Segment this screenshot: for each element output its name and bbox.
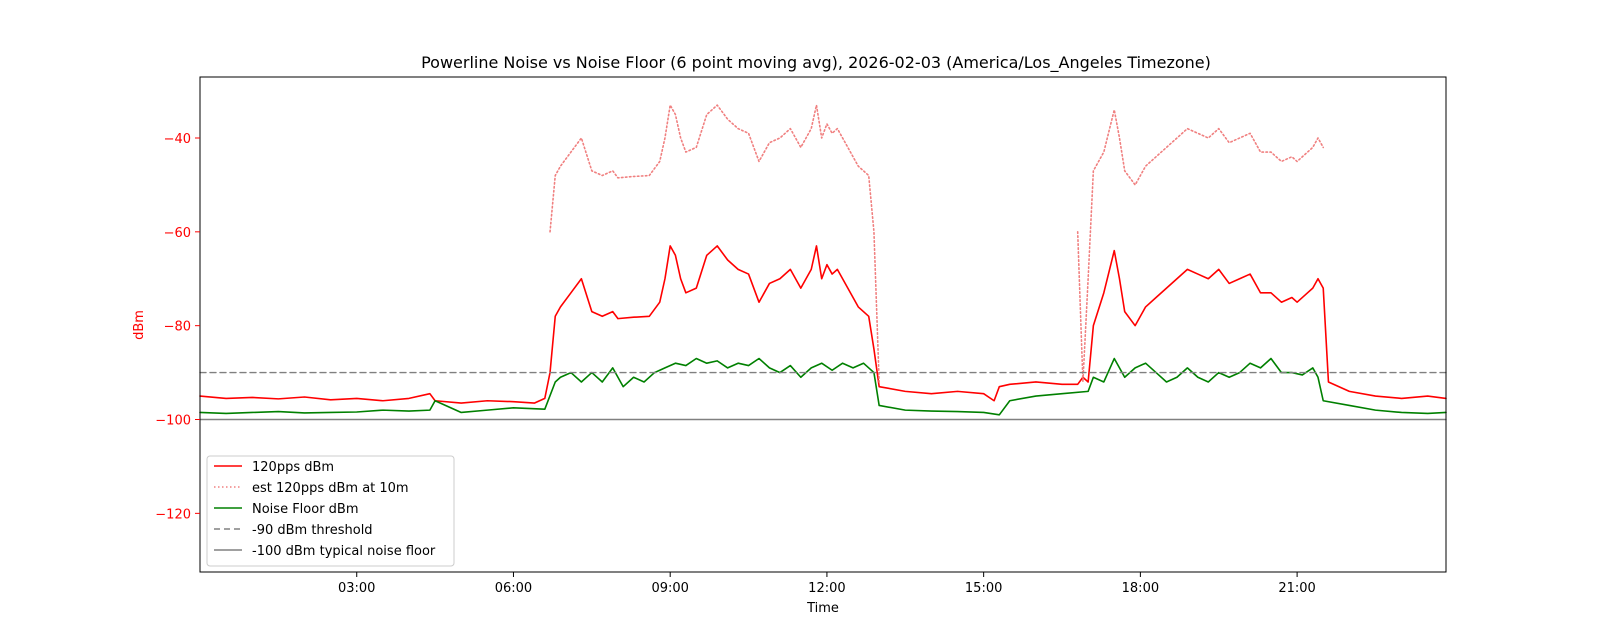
legend-label-4: -100 dBm typical noise floor — [252, 544, 436, 559]
plot-series-group — [199, 104, 1447, 421]
series-line-0 — [199, 245, 1447, 404]
x-tick-label-2: 09:00 — [651, 581, 688, 596]
series-line-1 — [549, 104, 1325, 383]
y-tick-label-3: −100 — [155, 414, 191, 429]
legend: 120pps dBm est 120pps dBm at 10m Noise Flo… — [206, 455, 455, 567]
y-tick-label-2: −80 — [164, 320, 191, 335]
series-line-2 — [199, 357, 1447, 416]
x-tick-label-6: 21:00 — [1278, 581, 1315, 596]
legend-label-1: est 120pps dBm at 10m — [252, 481, 409, 496]
x-axis-label: Time — [806, 601, 839, 616]
x-tick-label-5: 18:00 — [1122, 581, 1159, 596]
legend-label-0: 120pps dBm — [252, 460, 334, 475]
x-tick-label-0: 03:00 — [338, 581, 375, 596]
x-tick-label-1: 06:00 — [495, 581, 532, 596]
x-axis-ticks: 03:00 06:00 09:00 12:00 15:00 18:00 21:00 — [338, 572, 1316, 596]
y-tick-label-4: −120 — [155, 507, 191, 522]
x-tick-label-3: 12:00 — [808, 581, 845, 596]
y-axis-ticks: −40 −60 −80 −100 −120 — [155, 132, 200, 522]
y-axis-label: dBm — [132, 310, 147, 340]
x-tick-label-4: 15:00 — [965, 581, 1002, 596]
legend-box — [206, 455, 455, 567]
plot-frame — [199, 76, 1447, 573]
y-tick-label-0: −40 — [164, 132, 191, 147]
chart-title: Powerline Noise vs Noise Floor (6 point … — [421, 53, 1211, 73]
y-tick-label-1: −60 — [164, 226, 191, 241]
legend-label-3: -90 dBm threshold — [252, 523, 373, 538]
legend-label-2: Noise Floor dBm — [252, 502, 359, 517]
